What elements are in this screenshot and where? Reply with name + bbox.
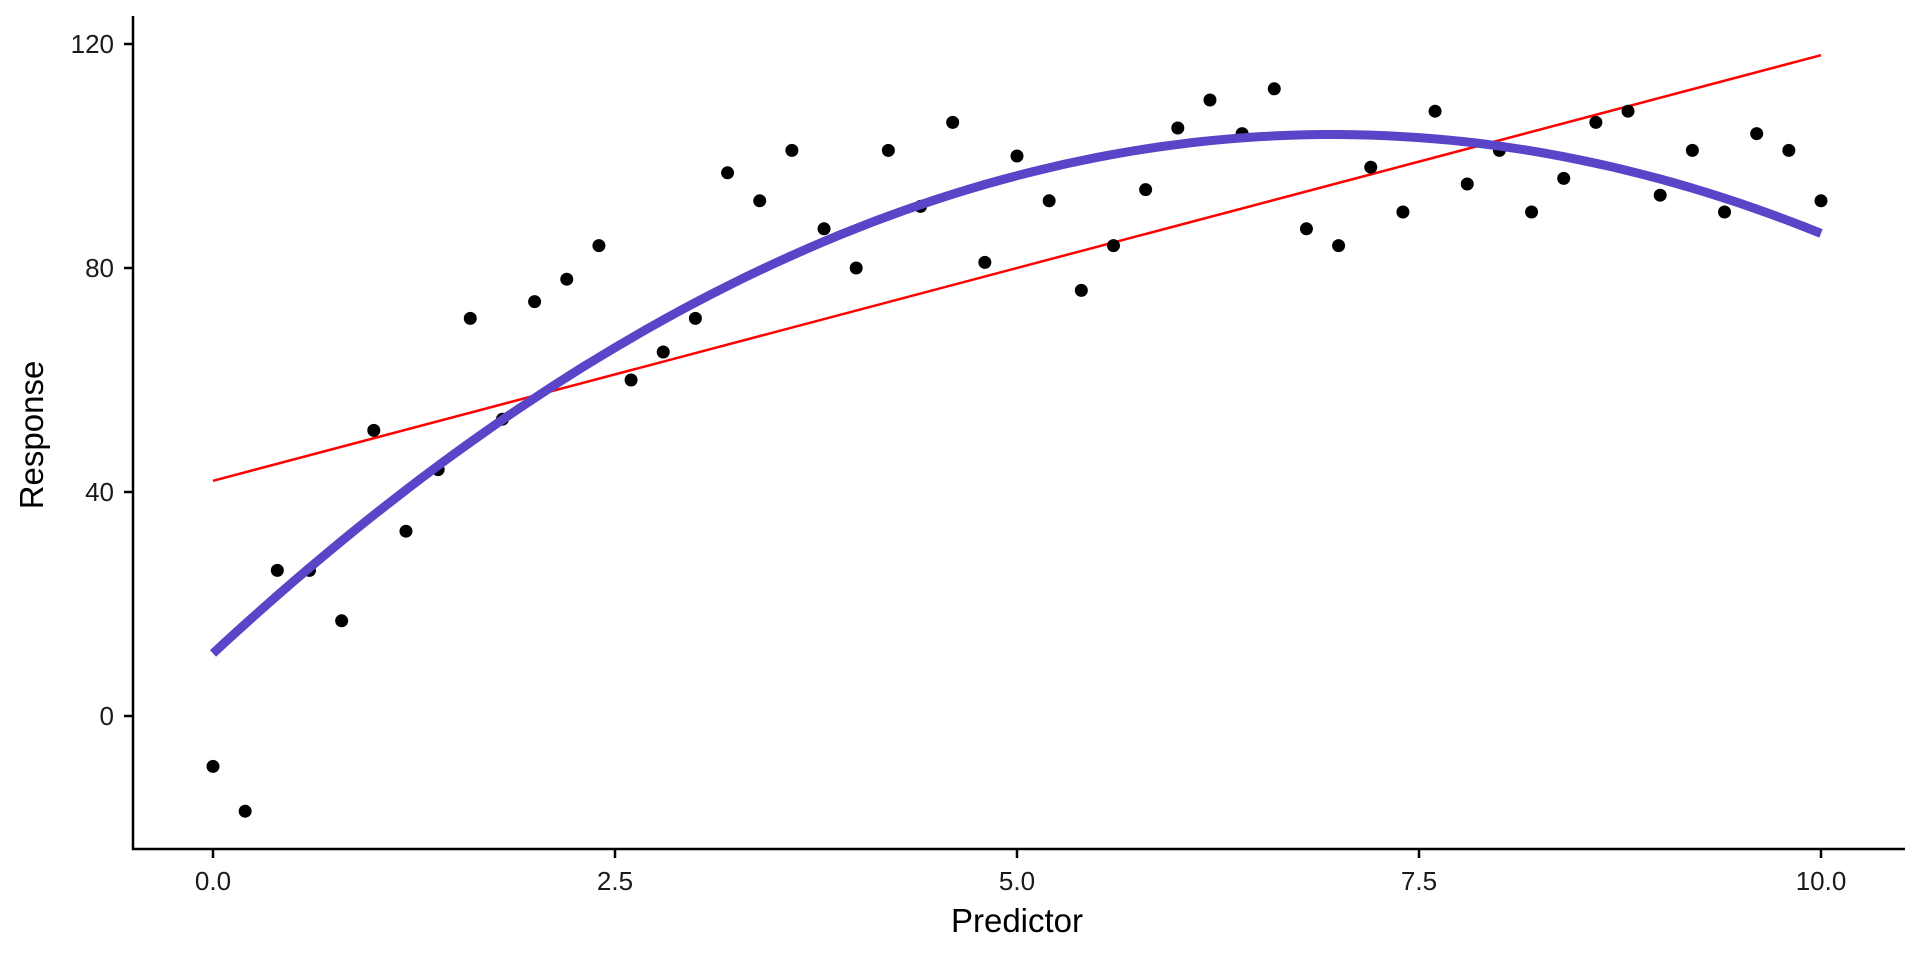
x-tick-label: 10.0 (1796, 866, 1847, 896)
data-point (1267, 82, 1281, 96)
y-axis-title: Response (13, 361, 50, 510)
data-point (206, 759, 220, 773)
data-point (399, 524, 413, 538)
data-point (463, 311, 477, 325)
data-point (1653, 188, 1667, 202)
data-point (1139, 183, 1153, 197)
data-point (753, 194, 767, 208)
data-point (1106, 239, 1120, 253)
data-point (560, 272, 574, 286)
quadratic-fit-curve (209, 130, 1823, 657)
data-point (1299, 222, 1313, 236)
data-point (1814, 194, 1828, 208)
y-ticks: 0 40 80 120 (71, 29, 133, 731)
data-point (1589, 115, 1603, 129)
x-tick-label: 7.5 (1401, 866, 1437, 896)
data-point (946, 115, 960, 129)
data-point (1171, 121, 1185, 135)
data-point (1525, 205, 1539, 219)
data-point (1042, 194, 1056, 208)
data-point (656, 345, 670, 359)
data-point (881, 143, 895, 157)
data-point (335, 614, 349, 628)
data-point (1074, 283, 1088, 297)
x-tick-label: 2.5 (597, 866, 633, 896)
data-point (270, 563, 284, 577)
data-point (1718, 205, 1732, 219)
y-tick-label: 40 (85, 477, 114, 507)
data-point (1621, 104, 1635, 118)
x-tick-label: 0.0 (195, 866, 231, 896)
y-tick-label: 0 (100, 701, 114, 731)
data-point (1203, 93, 1217, 107)
fit-lines (212, 53, 1822, 483)
data-point (978, 255, 992, 269)
data-point (1685, 143, 1699, 157)
x-ticks: 0.0 2.5 5.0 7.5 10.0 (195, 849, 1846, 896)
data-point (1557, 171, 1571, 185)
data-point (238, 804, 252, 818)
data-point (592, 239, 606, 253)
axes (131, 16, 1905, 851)
data-points (206, 82, 1828, 818)
data-point (688, 311, 702, 325)
data-point (1332, 239, 1346, 253)
data-point (721, 166, 735, 180)
data-point (624, 373, 638, 387)
data-point (528, 295, 542, 309)
data-point (817, 222, 831, 236)
data-point (1396, 205, 1410, 219)
data-point (849, 261, 863, 275)
linear-fit-line (212, 53, 1822, 483)
data-point (785, 143, 799, 157)
data-point (1010, 149, 1024, 163)
data-point (1428, 104, 1442, 118)
y-tick-label: 80 (85, 253, 114, 283)
y-tick-label: 120 (71, 29, 114, 59)
x-axis-title: Predictor (951, 902, 1083, 939)
x-tick-label: 5.0 (999, 866, 1035, 896)
data-point (1750, 127, 1764, 141)
data-point (1460, 177, 1474, 191)
data-point (367, 423, 381, 437)
data-point (1364, 160, 1378, 174)
data-point (1782, 143, 1796, 157)
